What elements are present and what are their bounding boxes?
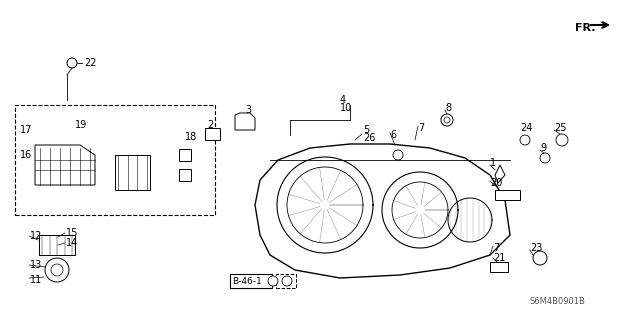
Polygon shape [205,128,220,140]
Polygon shape [495,190,520,200]
Circle shape [268,276,278,286]
Text: 15: 15 [66,228,78,238]
Text: 7: 7 [418,123,424,133]
Circle shape [520,135,530,145]
Circle shape [441,114,453,126]
Circle shape [533,251,547,265]
Text: B-46-1: B-46-1 [232,277,262,286]
Text: 18: 18 [185,132,197,142]
Bar [179,169,191,181]
Bar [230,274,272,288]
Bar [179,149,191,161]
Circle shape [51,264,63,276]
Bar [15,105,215,215]
Text: 19: 19 [75,120,87,130]
Text: 11: 11 [30,275,42,285]
Polygon shape [235,113,255,130]
Circle shape [67,58,77,68]
Text: 21: 21 [493,253,506,263]
Text: 1: 1 [490,158,496,168]
Circle shape [282,276,292,286]
Text: 12: 12 [30,231,42,241]
Circle shape [45,258,69,282]
Text: S6M4B0901B: S6M4B0901B [530,298,586,307]
Text: 7: 7 [493,243,499,253]
Text: 17: 17 [20,125,33,135]
Text: 22: 22 [84,58,97,68]
Text: 14: 14 [66,238,78,248]
Text: 4: 4 [340,95,346,105]
Text: 6: 6 [390,130,396,140]
Circle shape [556,134,568,146]
Text: 26: 26 [363,133,376,143]
Text: 2: 2 [207,120,213,130]
Circle shape [540,153,550,163]
Text: 20: 20 [490,178,502,188]
Polygon shape [255,144,510,278]
Text: 8: 8 [445,103,451,113]
Polygon shape [35,145,95,185]
Text: 13: 13 [30,260,42,270]
Polygon shape [495,165,505,183]
Text: 23: 23 [530,243,542,253]
Polygon shape [39,235,75,255]
Text: 24: 24 [520,123,532,133]
Polygon shape [490,262,508,272]
Text: 25: 25 [554,123,566,133]
Text: 3: 3 [245,105,251,115]
Bar [276,274,296,288]
Circle shape [444,117,450,123]
Text: 10: 10 [340,103,352,113]
Polygon shape [115,155,150,190]
Text: FR.: FR. [575,23,595,33]
Text: 5: 5 [363,125,369,135]
Text: 16: 16 [20,150,32,160]
Circle shape [393,150,403,160]
Text: 9: 9 [540,143,546,153]
